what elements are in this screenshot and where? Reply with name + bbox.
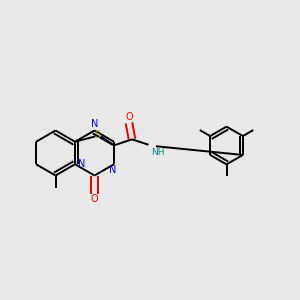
Text: S: S	[95, 130, 101, 140]
Text: N: N	[78, 159, 85, 169]
Text: O: O	[125, 112, 133, 122]
Text: NH: NH	[152, 148, 165, 157]
Text: N: N	[109, 165, 116, 175]
Text: O: O	[91, 194, 98, 204]
Text: N: N	[91, 119, 98, 129]
